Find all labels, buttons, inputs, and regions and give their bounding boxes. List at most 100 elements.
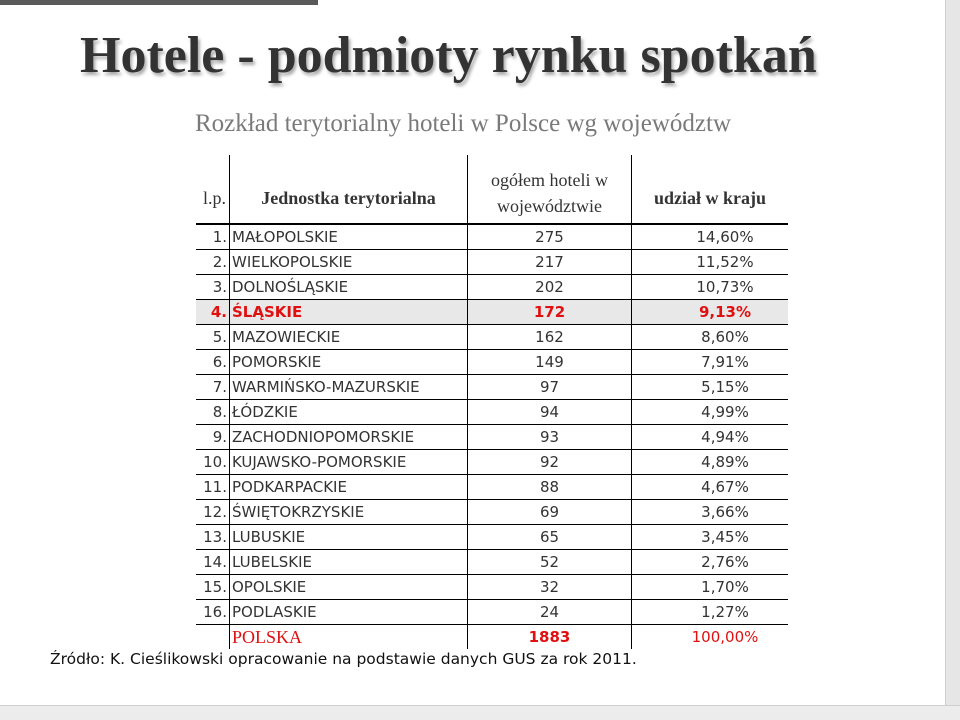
- row-count: 149: [467, 349, 632, 375]
- row-lp: 14.: [196, 549, 230, 575]
- row-name: LUBUSKIE: [229, 524, 468, 550]
- row-count: 94: [467, 399, 632, 425]
- row-share: 10,73%: [631, 274, 788, 300]
- row-count: 275: [467, 224, 632, 250]
- table-header-row: l.p. Jednostka terytorialna ogółem hotel…: [196, 155, 788, 225]
- row-count: 92: [467, 449, 632, 475]
- row-lp: 1.: [196, 224, 230, 250]
- header-hotel-count-line2: województwie: [497, 196, 602, 216]
- row-lp: 3.: [196, 274, 230, 300]
- header-territorial-unit: Jednostka terytorialna: [229, 155, 468, 225]
- row-lp: 2.: [196, 249, 230, 275]
- table-row: 13. LUBUSKIE 65 3,45%: [196, 524, 788, 550]
- slide-title: Hotele - podmioty rynku spotkań: [80, 27, 817, 84]
- row-share: 4,67%: [631, 474, 788, 500]
- table-row: 8. ŁÓDZKIE 94 4,99%: [196, 399, 788, 425]
- row-lp: 13.: [196, 524, 230, 550]
- row-name: PODLASKIE: [229, 599, 468, 625]
- right-edge-bar: [945, 0, 960, 720]
- table-row: 10. KUJAWSKO-POMORSKIE 92 4,89%: [196, 449, 788, 475]
- row-count: 65: [467, 524, 632, 550]
- row-count: 93: [467, 424, 632, 450]
- row-lp: 10.: [196, 449, 230, 475]
- row-name: ZACHODNIOPOMORSKIE: [229, 424, 468, 450]
- row-name: ŚLĄSKIE: [229, 299, 468, 325]
- row-share: 1,27%: [631, 599, 788, 625]
- row-name: ŁÓDZKIE: [229, 399, 468, 425]
- row-count: 202: [467, 274, 632, 300]
- row-name: WIELKOPOLSKIE: [229, 249, 468, 275]
- table-row-highlighted: 4. ŚLĄSKIE 172 9,13%: [196, 299, 788, 325]
- row-name: ŚWIĘTOKRZYSKIE: [229, 499, 468, 525]
- header-national-share: udział w kraju: [631, 155, 788, 225]
- table-row: 9. ZACHODNIOPOMORSKIE 93 4,94%: [196, 424, 788, 450]
- table-row: 14. LUBELSKIE 52 2,76%: [196, 549, 788, 575]
- row-lp: 12.: [196, 499, 230, 525]
- total-count: 1883: [467, 624, 632, 649]
- row-name: POMORSKIE: [229, 349, 468, 375]
- row-share: 3,66%: [631, 499, 788, 525]
- row-count: 162: [467, 324, 632, 350]
- table-row: 6. POMORSKIE 149 7,91%: [196, 349, 788, 375]
- slide-subtitle: Rozkład terytorialny hoteli w Polsce wg …: [195, 110, 731, 137]
- row-name: PODKARPACKIE: [229, 474, 468, 500]
- table-total-row: POLSKA 1883 100,00%: [196, 624, 788, 650]
- row-name: WARMIŃSKO-MAZURSKIE: [229, 374, 468, 400]
- row-lp: 7.: [196, 374, 230, 400]
- table-row: 3. DOLNOŚLĄSKIE 202 10,73%: [196, 274, 788, 300]
- header-hotel-count: ogółem hoteli w województwie: [467, 155, 632, 225]
- row-count: 69: [467, 499, 632, 525]
- row-share: 1,70%: [631, 574, 788, 600]
- bottom-edge-bar: [0, 705, 960, 720]
- table-row: 5. MAZOWIECKIE 162 8,60%: [196, 324, 788, 350]
- row-lp: 9.: [196, 424, 230, 450]
- row-lp: 15.: [196, 574, 230, 600]
- header-hotel-count-line1: ogółem hoteli w: [491, 170, 608, 190]
- row-share: 9,13%: [631, 299, 788, 325]
- table-row: 1. MAŁOPOLSKIE 275 14,60%: [196, 224, 788, 250]
- row-share: 2,76%: [631, 549, 788, 575]
- row-share: 8,60%: [631, 324, 788, 350]
- source-note: Źródło: K. Cieślikowski opracowanie na p…: [50, 650, 637, 668]
- row-name: MAŁOPOLSKIE: [229, 224, 468, 250]
- table-row: 12. ŚWIĘTOKRZYSKIE 69 3,66%: [196, 499, 788, 525]
- table-body: 1. MAŁOPOLSKIE 275 14,60% 2. WIELKOPOLSKIE 21…: [196, 224, 788, 649]
- row-share: 4,89%: [631, 449, 788, 475]
- row-name: KUJAWSKO-POMORSKIE: [229, 449, 468, 475]
- row-name: DOLNOŚLĄSKIE: [229, 274, 468, 300]
- top-decorative-rule: [0, 0, 318, 5]
- row-name: MAZOWIECKIE: [229, 324, 468, 350]
- row-count: 52: [467, 549, 632, 575]
- total-lp: [196, 625, 230, 650]
- row-count: 32: [467, 574, 632, 600]
- table-row: 15. OPOLSKIE 32 1,70%: [196, 574, 788, 600]
- row-share: 3,45%: [631, 524, 788, 550]
- row-lp: 16.: [196, 599, 230, 625]
- table-row: 11. PODKARPACKIE 88 4,67%: [196, 474, 788, 500]
- row-name: LUBELSKIE: [229, 549, 468, 575]
- row-lp: 5.: [196, 324, 230, 350]
- hotels-by-voivodeship-table: l.p. Jednostka terytorialna ogółem hotel…: [196, 155, 788, 649]
- table-row: 16. PODLASKIE 24 1,27%: [196, 599, 788, 625]
- row-count: 217: [467, 249, 632, 275]
- row-count: 24: [467, 599, 632, 625]
- row-count: 97: [467, 374, 632, 400]
- row-name: OPOLSKIE: [229, 574, 468, 600]
- row-share: 4,94%: [631, 424, 788, 450]
- row-share: 4,99%: [631, 399, 788, 425]
- row-count: 88: [467, 474, 632, 500]
- row-lp: 4.: [196, 299, 230, 325]
- row-share: 7,91%: [631, 349, 788, 375]
- table-row: 7. WARMIŃSKO-MAZURSKIE 97 5,15%: [196, 374, 788, 400]
- row-lp: 6.: [196, 349, 230, 375]
- total-name: POLSKA: [229, 624, 468, 649]
- table-row: 2. WIELKOPOLSKIE 217 11,52%: [196, 249, 788, 275]
- row-share: 14,60%: [631, 224, 788, 250]
- total-share: 100,00%: [631, 624, 788, 649]
- row-lp: 8.: [196, 399, 230, 425]
- row-lp: 11.: [196, 474, 230, 500]
- header-lp: l.p.: [196, 155, 230, 225]
- row-share: 11,52%: [631, 249, 788, 275]
- row-count: 172: [467, 299, 632, 325]
- row-share: 5,15%: [631, 374, 788, 400]
